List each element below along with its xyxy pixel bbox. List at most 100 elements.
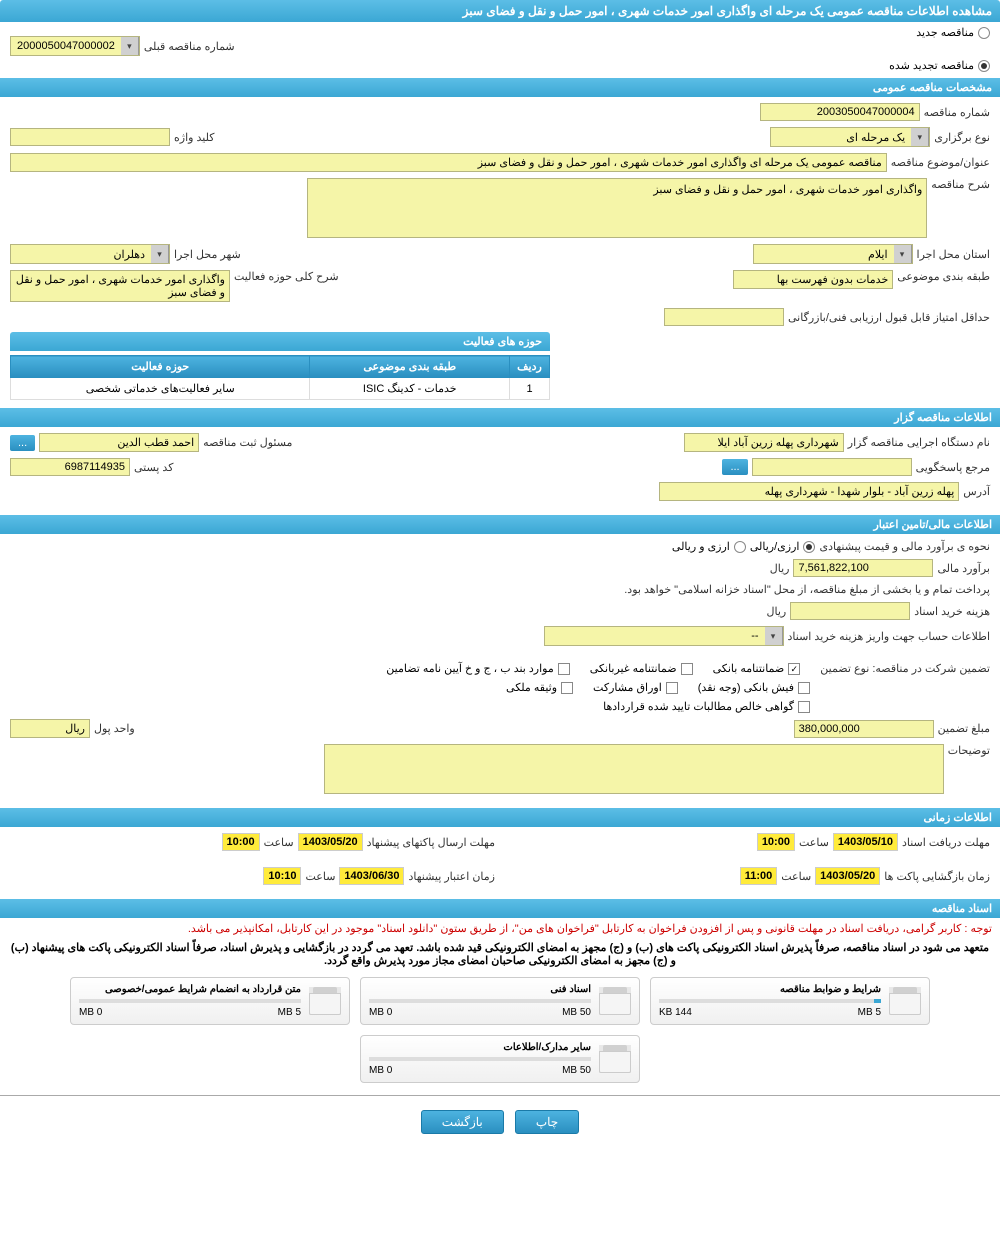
- validity-date: 1403/06/30: [339, 867, 404, 885]
- folder-icon: [889, 987, 921, 1015]
- open-date: 1403/05/20: [815, 867, 880, 885]
- time-label: ساعت: [264, 836, 294, 849]
- checkbox-icon: [561, 682, 573, 694]
- radio-label: ارزی و ریالی: [672, 540, 730, 553]
- section-org: اطلاعات مناقصه گزار: [0, 408, 1000, 427]
- activity-table: ردیف طبقه بندی موضوعی حوزه فعالیت 1خدمات…: [10, 355, 550, 400]
- reg-value: احمد قطب الدین: [39, 433, 199, 452]
- hold-type-value: یک مرحله ای: [771, 129, 911, 146]
- submit-time: 10:00: [222, 833, 260, 851]
- section-docs: اسناد مناقصه: [0, 899, 1000, 918]
- radio-label: ارزی/ریالی: [750, 540, 800, 553]
- account-label: اطلاعات حساب جهت واریز هزینه خرید اسناد: [788, 630, 990, 643]
- radio-icon: [978, 60, 990, 72]
- exec-value: شهرداری پهله زرین آباد ایلا: [684, 433, 844, 452]
- check-items[interactable]: موارد بند ب ، ج و خ آیین نامه تضامین: [386, 662, 569, 675]
- doc-cost-value: [790, 602, 910, 620]
- hold-type-label: نوع برگزاری: [934, 131, 990, 144]
- col-scope: حوزه فعالیت: [11, 356, 310, 378]
- time-label: ساعت: [799, 836, 829, 849]
- receive-label: مهلت دریافت اسناد: [902, 836, 990, 849]
- radio-rial[interactable]: ارزی/ریالی: [750, 540, 816, 553]
- guarantee-amount-label: مبلغ تضمین: [938, 722, 990, 735]
- col-category: طبقه بندی موضوعی: [310, 356, 510, 378]
- file-info: شرایط و ضوابط مناقصه5 MB144 KB: [659, 984, 881, 1018]
- address-label: آدرس: [963, 485, 990, 498]
- prev-number-select[interactable]: ▾ 2000050047000002: [10, 36, 140, 56]
- checkbox-icon: [798, 701, 810, 713]
- receive-date: 1403/05/10: [833, 833, 898, 851]
- check-bonds[interactable]: اوراق مشارکت: [593, 681, 678, 694]
- province-select[interactable]: ▾ ایلام: [753, 244, 913, 264]
- treasury-note: پرداخت تمام و یا بخشی از مبلغ مناقصه، از…: [624, 583, 990, 596]
- checkbox-icon: [788, 663, 800, 675]
- file-info: اسناد فنی50 MB0 MB: [369, 984, 591, 1018]
- keyword-value: [10, 128, 170, 146]
- chevron-down-icon: ▾: [121, 37, 139, 55]
- activity-table-title: حوزه های فعالیت: [10, 332, 550, 351]
- time-label: ساعت: [781, 870, 811, 883]
- print-button[interactable]: چاپ: [515, 1110, 579, 1134]
- table-row: 1خدمات - کدینگ ISICسایر فعالیت‌های خدمات…: [11, 378, 550, 400]
- hold-type-select[interactable]: ▾ یک مرحله ای: [770, 127, 930, 147]
- method-label: نحوه ی برآورد مالی و قیمت پیشنهادی: [819, 540, 990, 553]
- page-title: مشاهده اطلاعات مناقصه عمومی یک مرحله ای …: [0, 0, 1000, 22]
- scope-value: واگذاری امور خدمات شهری ، امور حمل و نقل…: [10, 270, 230, 302]
- notes-value: [324, 744, 944, 794]
- account-value: --: [545, 628, 765, 644]
- file-box[interactable]: متن قرارداد به انضمام شرایط عمومی/خصوصی5…: [70, 977, 350, 1025]
- check-property[interactable]: وثیقه ملکی: [506, 681, 573, 694]
- number-value: 2003050047000004: [760, 103, 920, 121]
- section-finance: اطلاعات مالی/تامین اعتبار: [0, 515, 1000, 534]
- more-button[interactable]: ...: [10, 435, 35, 451]
- radio-icon: [734, 541, 746, 553]
- col-row: ردیف: [510, 356, 550, 378]
- guarantee-type-label: تضمین شرکت در مناقصه: نوع تضمین: [820, 662, 990, 675]
- check-bank[interactable]: ضمانتنامه بانکی: [713, 662, 801, 675]
- receive-time: 10:00: [757, 833, 795, 851]
- doc-cost-label: هزینه خرید اسناد: [914, 605, 990, 618]
- estimate-unit: ریال: [770, 562, 790, 575]
- chevron-down-icon: ▾: [894, 245, 912, 263]
- radio-currency[interactable]: ارزی و ریالی: [672, 540, 746, 553]
- category-label: طبقه بندی موضوعی: [897, 270, 990, 283]
- file-box[interactable]: شرایط و ضوابط مناقصه5 MB144 KB: [650, 977, 930, 1025]
- reg-label: مسئول ثبت مناقصه: [203, 436, 292, 449]
- city-select[interactable]: ▾ دهلران: [10, 244, 170, 264]
- docs-warning-2: متعهد می شود در اسناد مناقصه، صرفاً پذیر…: [0, 939, 1000, 969]
- address-value: پهله زرین آباد - بلوار شهدا - شهرداری په…: [659, 482, 959, 501]
- file-info: سایر مدارک/اطلاعات50 MB0 MB: [369, 1042, 591, 1076]
- section-timing: اطلاعات زمانی: [0, 808, 1000, 827]
- radio-label: مناقصه جدید: [916, 26, 974, 39]
- chevron-down-icon: ▾: [151, 245, 169, 263]
- validity-label: زمان اعتبار پیشنهاد: [408, 870, 495, 883]
- unit-label: واحد پول: [94, 722, 135, 735]
- check-cash[interactable]: فیش بانکی (وجه نقد): [698, 681, 810, 694]
- desc-value: واگذاری امور خدمات شهری ، امور حمل و نقل…: [307, 178, 927, 238]
- estimate-value: 7,561,822,100: [793, 559, 933, 577]
- subject-label: عنوان/موضوع مناقصه: [891, 156, 990, 169]
- subject-value: مناقصه عمومی یک مرحله ای واگذاری امور خد…: [10, 153, 887, 172]
- file-info: متن قرارداد به انضمام شرایط عمومی/خصوصی5…: [79, 984, 301, 1018]
- radio-icon: [978, 27, 990, 39]
- checkbox-icon: [798, 682, 810, 694]
- check-cert[interactable]: گواهی خالص مطالبات تایید شده قراردادها: [603, 700, 810, 713]
- folder-icon: [599, 1045, 631, 1073]
- file-box[interactable]: سایر مدارک/اطلاعات50 MB0 MB: [360, 1035, 640, 1083]
- check-nonbank[interactable]: ضمانتنامه غیربانکی: [590, 662, 693, 675]
- time-label: ساعت: [305, 870, 335, 883]
- checkbox-icon: [558, 663, 570, 675]
- back-button[interactable]: بازگشت: [421, 1110, 504, 1134]
- prev-number-label: شماره مناقصه قبلی: [144, 40, 235, 53]
- contact-more-button[interactable]: ...: [722, 459, 747, 475]
- radio-new-tender[interactable]: مناقصه جدید: [889, 26, 990, 39]
- account-select[interactable]: ▾ --: [544, 626, 784, 646]
- prev-number-value: 2000050047000002: [11, 38, 121, 54]
- checkbox-icon: [681, 663, 693, 675]
- estimate-label: برآورد مالی: [937, 562, 990, 575]
- file-box[interactable]: اسناد فنی50 MB0 MB: [360, 977, 640, 1025]
- min-score-value: [664, 308, 784, 326]
- radio-renewed-tender[interactable]: مناقصه تجدید شده: [889, 59, 990, 72]
- notes-label: توضیحات: [948, 744, 990, 757]
- postal-label: کد پستی: [134, 461, 173, 474]
